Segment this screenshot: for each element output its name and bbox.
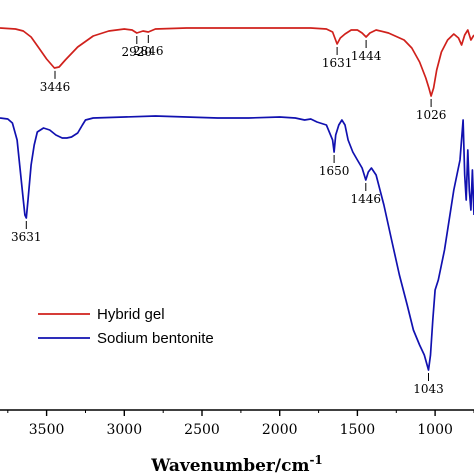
peak-label-3631: 3631 — [11, 230, 42, 244]
x-tick-label-3500: 3500 — [29, 422, 65, 438]
legend-label-hybrid-gel: Hybrid gel — [97, 306, 165, 323]
x-tick-label-1000: 1000 — [417, 422, 453, 438]
series-line-hybrid-gel — [0, 27, 474, 97]
x-tick-layer: 3500 3000 2500 2000 1500 1000 — [7, 410, 474, 438]
series-layer — [0, 27, 474, 371]
peak-label-3446: 3446 — [40, 80, 71, 94]
series-line-sodium-bentonite — [0, 115, 474, 371]
peak-label-1043: 1043 — [413, 382, 444, 396]
peak-label-2846: 2846 — [133, 44, 164, 58]
legend: Hybrid gel Sodium bentonite — [38, 306, 214, 347]
peak-label-1026: 1026 — [416, 108, 447, 122]
x-tick-label-1500: 1500 — [340, 422, 376, 438]
peak-label-1650: 1650 — [319, 164, 350, 178]
x-tick-label-2000: 2000 — [262, 422, 298, 438]
x-tick-label-3000: 3000 — [106, 422, 142, 438]
peak-label-1444: 1444 — [351, 49, 382, 63]
x-axis-title-main: Wavenumber/cm — [150, 456, 309, 474]
x-axis-title-superscript: -1 — [309, 453, 322, 467]
legend-label-sodium-bentonite: Sodium bentonite — [97, 330, 214, 347]
peak-label-1631: 1631 — [322, 56, 353, 70]
x-tick-label-2500: 2500 — [184, 422, 220, 438]
peak-label-1446: 1446 — [351, 192, 382, 206]
peak-label-2920: 2920 — [122, 45, 153, 59]
x-axis-title: Wavenumber/cm-1 — [150, 453, 323, 474]
